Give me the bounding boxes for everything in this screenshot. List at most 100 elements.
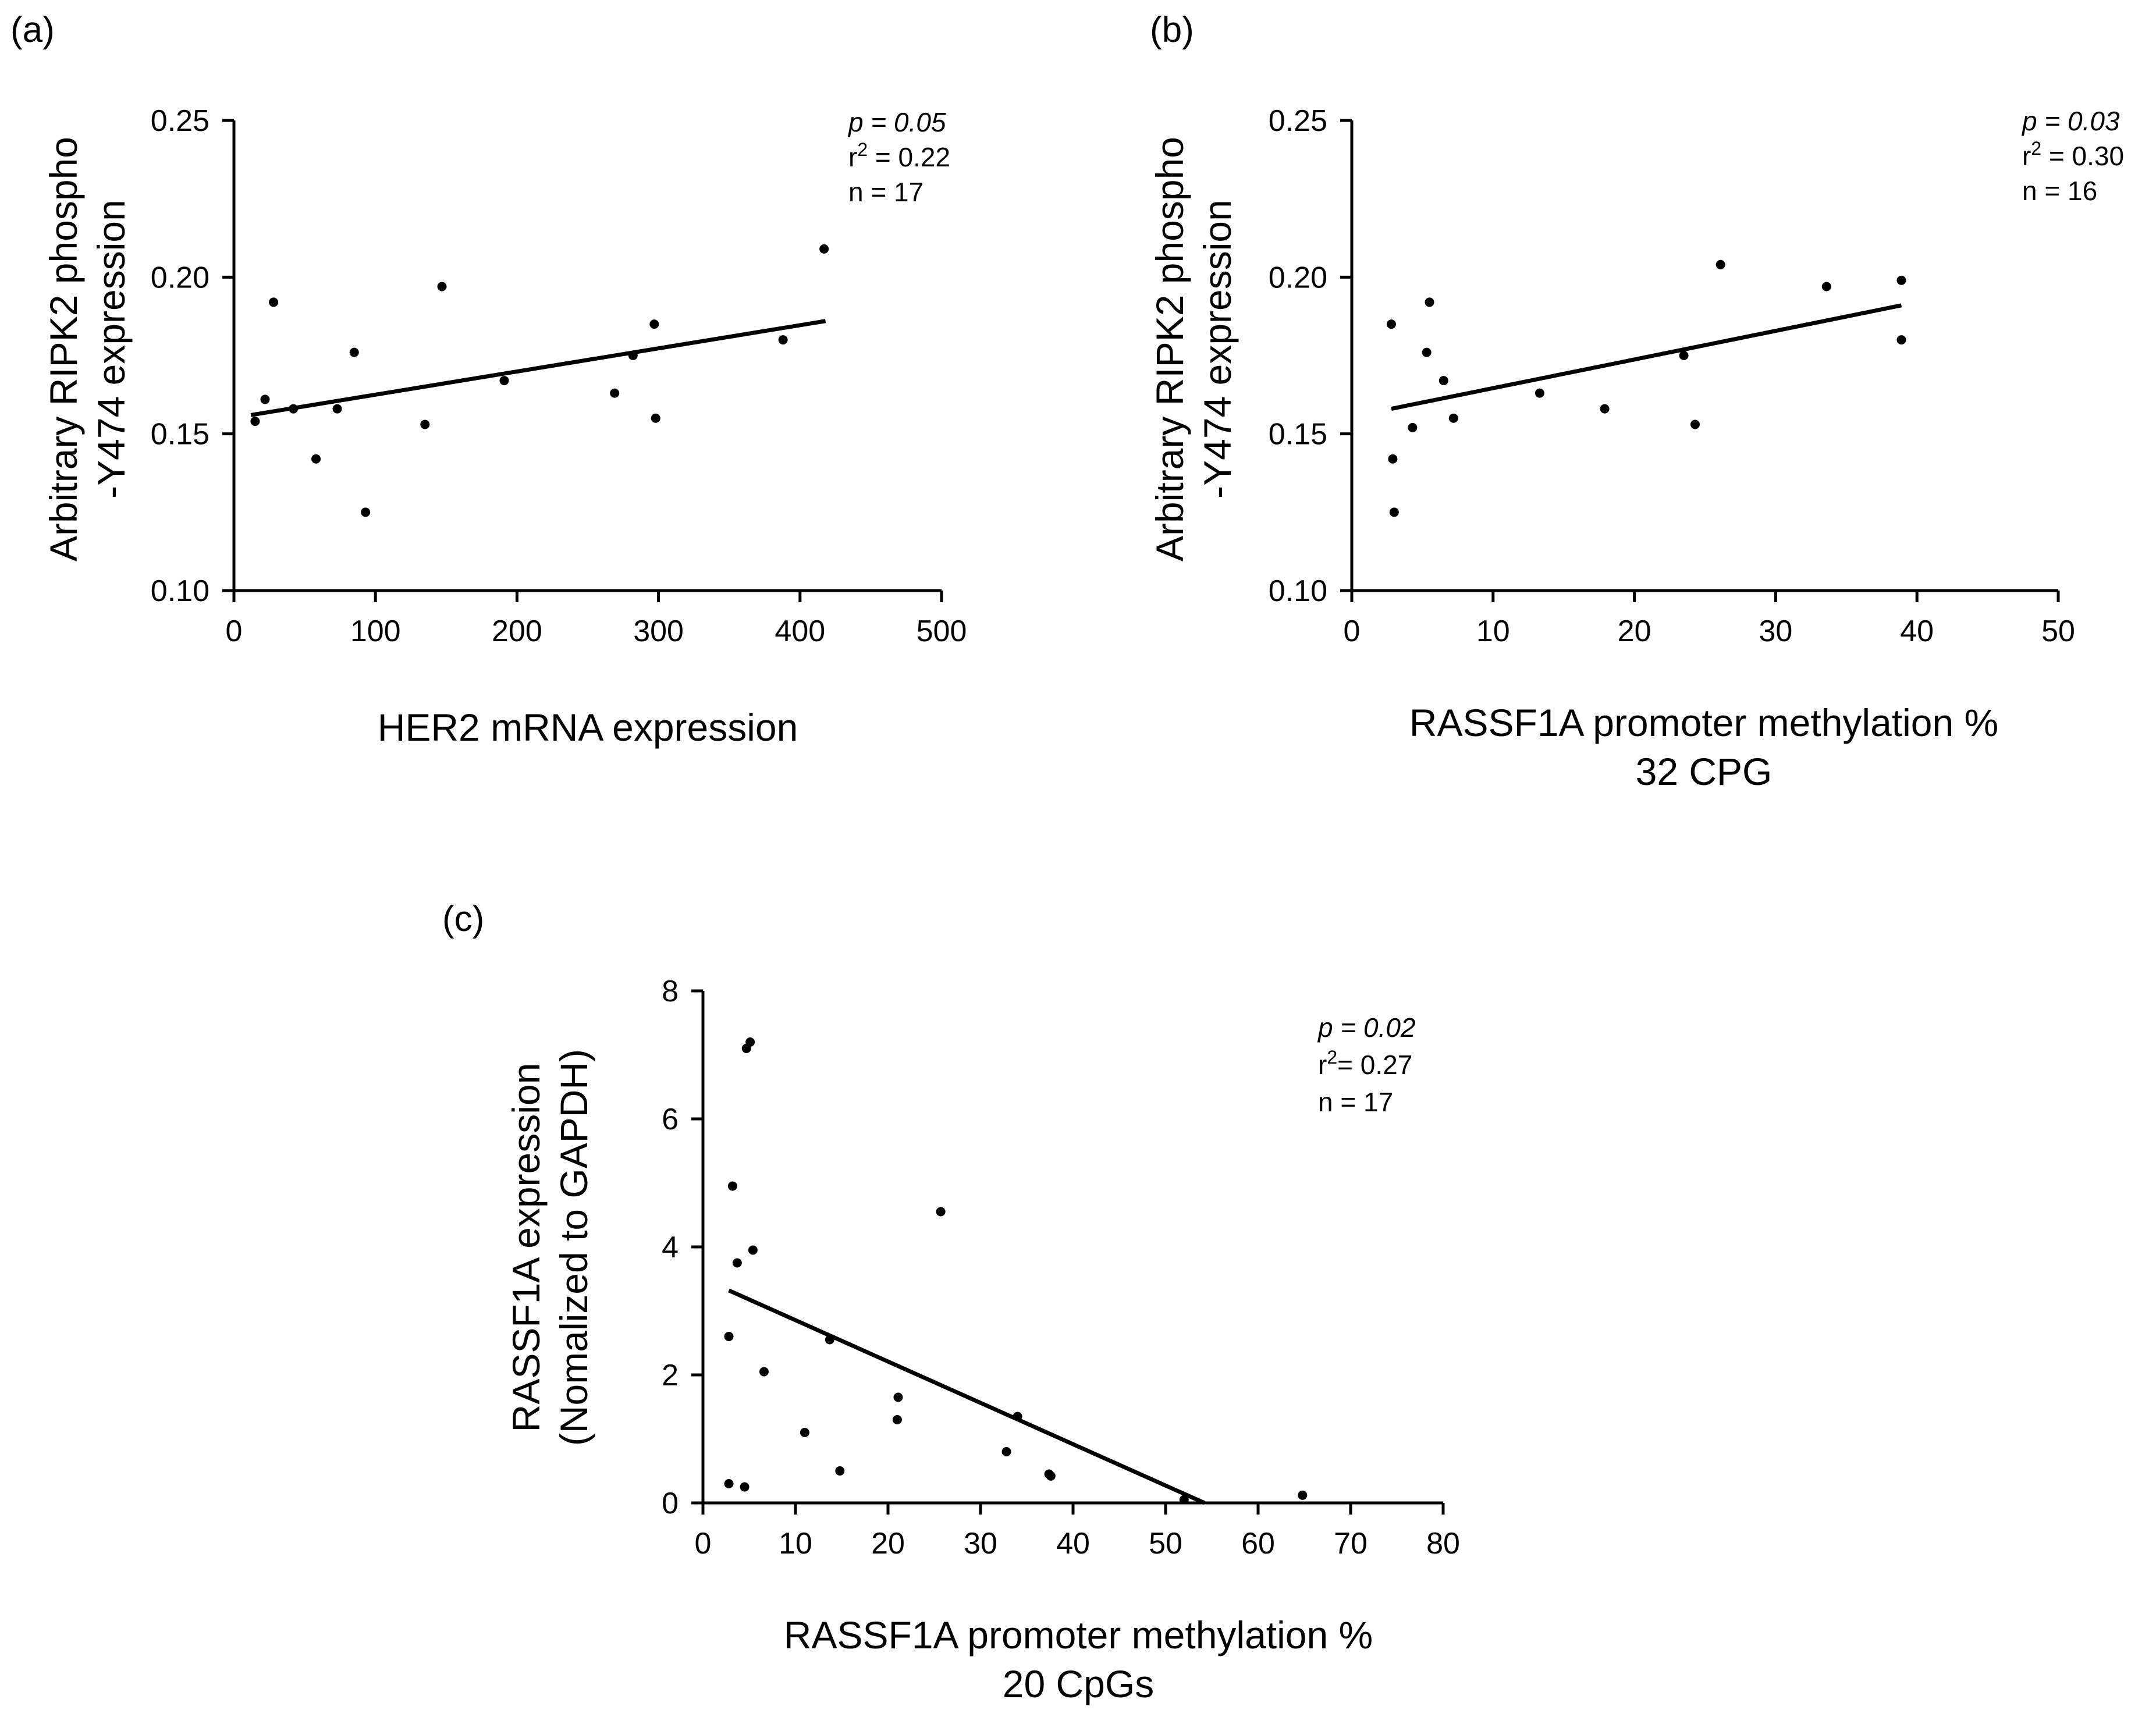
regression-line — [728, 1288, 1206, 1505]
x-tick-label: 40 — [1900, 614, 1934, 648]
data-point — [1386, 319, 1396, 329]
data-point — [724, 1332, 734, 1341]
x-tick-label: 300 — [633, 614, 684, 648]
data-point — [892, 1415, 902, 1424]
data-point — [437, 282, 447, 292]
data-point — [778, 335, 788, 345]
data-point — [1600, 404, 1610, 414]
x-tick-label: 0 — [226, 614, 243, 648]
regression-line — [1391, 303, 1902, 411]
data-point — [1896, 275, 1906, 285]
data-point — [1422, 347, 1432, 357]
y-tick-label: 6 — [662, 1103, 679, 1136]
y-tick-label: 0.10 — [1269, 574, 1327, 608]
sample-size: n = 17 — [848, 177, 924, 207]
data-point — [1179, 1495, 1189, 1505]
x-tick-label: 100 — [350, 614, 401, 648]
x-tick-label: 20 — [871, 1527, 905, 1561]
panel-label: (c) — [442, 899, 484, 939]
x-axis-title: RASSF1A promoter methylation % — [1409, 701, 1998, 744]
panel-label: (b) — [1150, 10, 1194, 50]
x-axis-title: HER2 mRNA expression — [378, 706, 798, 749]
data-point — [628, 351, 638, 360]
r-squared: r2 = 0.22 — [848, 139, 950, 172]
data-point — [1425, 297, 1434, 307]
data-point — [740, 1482, 750, 1492]
data-point — [724, 1479, 734, 1488]
data-point — [651, 413, 660, 423]
data-point — [1679, 351, 1689, 360]
data-point — [1821, 282, 1831, 292]
p-value: p = 0.03 — [2021, 106, 2120, 136]
panel-a: (a) 0 100 200 300 400 500 0.10 0.15 0.20 0.25 Arbit… — [10, 10, 967, 749]
data-point — [649, 319, 659, 329]
data-point — [800, 1428, 809, 1437]
sample-size: n = 16 — [2022, 176, 2097, 206]
data-point — [732, 1258, 742, 1268]
y-axis-title: -Y474 expression — [90, 200, 133, 499]
data-point — [1715, 260, 1725, 269]
sample-size: n = 17 — [1318, 1087, 1393, 1117]
data-point — [289, 404, 299, 414]
r-squared: r2= 0.27 — [1318, 1047, 1412, 1080]
y-axis-title: Arbitrary RIPK2 phospho — [42, 137, 85, 561]
x-tick-label: 70 — [1334, 1527, 1368, 1561]
x-tick-label: 50 — [2041, 614, 2075, 648]
y-tick-label: 8 — [662, 975, 679, 1008]
data-point — [349, 347, 359, 357]
x-axis-title: 20 CpGs — [1003, 1662, 1154, 1705]
x-tick-label: 30 — [964, 1527, 997, 1561]
y-tick-label: 0 — [662, 1487, 679, 1520]
data-point — [1408, 422, 1418, 432]
y-tick-label: 0.20 — [1269, 261, 1327, 294]
data-point — [1389, 507, 1399, 517]
panel-c: (c) 0 10 20 30 40 50 60 70 80 0 2 4 6 8 RASSF1A express… — [442, 899, 1460, 1705]
y-tick-label: 0.25 — [1269, 104, 1327, 138]
data-point — [250, 417, 260, 426]
y-tick-label: 2 — [662, 1359, 679, 1392]
y-tick-label: 0.20 — [151, 261, 209, 294]
r-squared-value: = 0.22 — [868, 142, 950, 172]
p-value: p = 0.05 — [847, 107, 946, 137]
data-point — [1013, 1412, 1022, 1421]
y-axis-title: RASSF1A expression — [505, 1063, 548, 1432]
x-axis-title: 32 CPG — [1636, 750, 1773, 793]
r-squared-exponent: 2 — [857, 139, 868, 160]
x-tick-label: 30 — [1759, 614, 1792, 648]
y-tick-label: 0.10 — [151, 574, 209, 608]
data-point — [1535, 388, 1544, 398]
data-point — [269, 297, 279, 307]
r-squared-exponent: 2 — [2031, 138, 2041, 159]
data-point — [311, 454, 321, 464]
y-tick-label: 0.15 — [1269, 418, 1327, 452]
y-axis-title: -Y474 expression — [1196, 200, 1239, 499]
r-squared-value: = 0.27 — [1337, 1050, 1412, 1080]
data-point — [1388, 454, 1398, 464]
data-point — [420, 420, 430, 429]
y-tick-label: 0.25 — [151, 104, 209, 138]
data-point — [610, 388, 620, 398]
data-point — [748, 1245, 758, 1255]
x-tick-label: 20 — [1618, 614, 1651, 648]
r-squared-exponent: 2 — [1327, 1047, 1337, 1068]
x-tick-label: 60 — [1241, 1527, 1275, 1561]
data-point — [893, 1392, 903, 1402]
y-axis-title: (Nomalized to GAPDH) — [552, 1049, 595, 1446]
data-point — [1046, 1471, 1056, 1481]
data-point — [1896, 335, 1906, 345]
r-squared: r2 = 0.30 — [2022, 138, 2124, 171]
data-point — [825, 1335, 834, 1345]
regression-line — [250, 319, 826, 417]
y-tick-label: 0.15 — [151, 418, 209, 452]
x-tick-label: 200 — [492, 614, 542, 648]
data-point — [499, 376, 509, 386]
data-point — [1298, 1490, 1308, 1500]
data-point — [936, 1207, 946, 1217]
p-value: p = 0.02 — [1317, 1012, 1416, 1043]
x-tick-label: 10 — [779, 1527, 812, 1561]
y-tick-label: 4 — [662, 1231, 679, 1264]
data-point — [727, 1181, 737, 1191]
x-axis-title: RASSF1A promoter methylation % — [784, 1613, 1373, 1657]
y-axis-title: Arbitrary RIPK2 phospho — [1148, 137, 1191, 561]
